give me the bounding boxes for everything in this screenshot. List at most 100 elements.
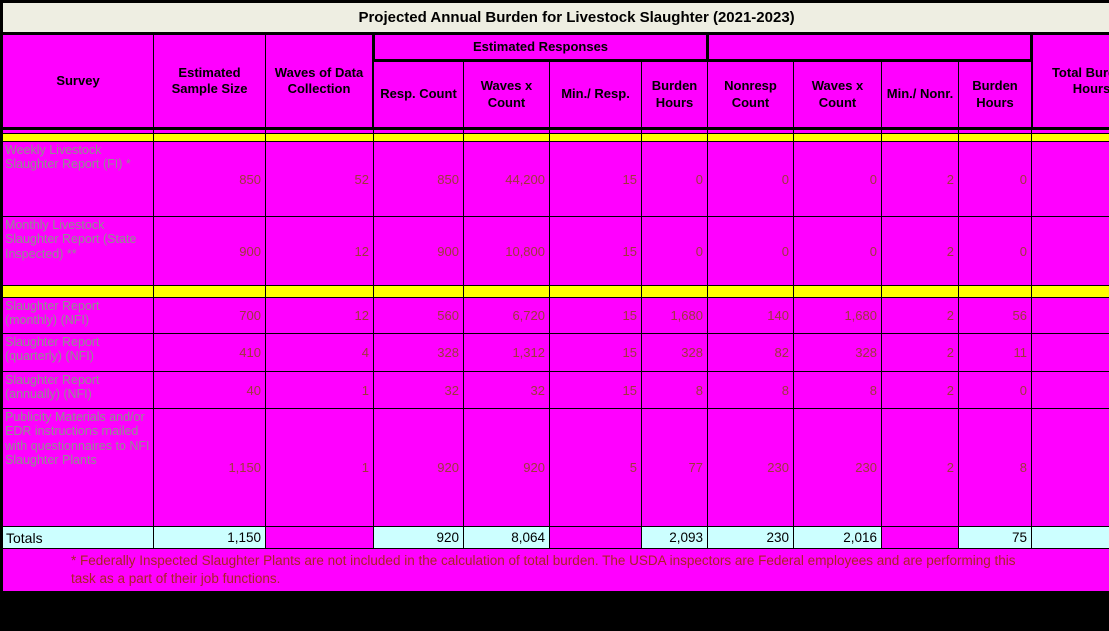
value-cell: 0 — [707, 216, 794, 286]
value-cell: 328 — [793, 333, 882, 372]
value-cell: 230 — [793, 408, 882, 527]
value-cell: 2 — [881, 371, 959, 409]
separator-cell — [958, 133, 1032, 142]
value-cell: 82 — [707, 333, 794, 372]
value-cell: 0 — [707, 141, 794, 217]
value-cell: 2 — [881, 333, 959, 372]
separator-cell — [707, 285, 794, 298]
col-header-burden-hours-nonresp: Burden Hours — [958, 60, 1032, 130]
footnote-text: * Federally Inspected Slaughter Plants a… — [0, 547, 1109, 594]
value-cell: 0 — [1030, 141, 1109, 217]
table-row: Slaughter Report (monthly) (NFI) 700 12 … — [1, 297, 1109, 334]
value-cell: 11 — [958, 333, 1032, 372]
separator-cell — [1030, 285, 1109, 298]
totals-cell: 75 — [958, 526, 1032, 549]
separator-row — [1, 285, 1109, 298]
totals-cell: 230 — [707, 526, 794, 549]
value-cell: 40 — [153, 371, 266, 409]
separator-cell — [153, 285, 266, 298]
totals-cell: 2,016 — [793, 526, 882, 549]
col-header-resp-count: Resp. Count — [373, 60, 464, 130]
separator-cell — [1, 285, 154, 298]
col-header-nonresp-count: Nonresp Count — [707, 60, 794, 130]
value-cell: 8 — [793, 371, 882, 409]
value-cell: 15 — [549, 333, 642, 372]
separator-row — [1, 133, 1109, 142]
value-cell: 0 — [958, 371, 1032, 409]
value-cell: 4 — [265, 333, 374, 372]
title-row: Projected Annual Burden for Livestock Sl… — [0, 1, 1109, 35]
col-header-waves-x-count-nonresp: Waves x Count — [793, 60, 882, 130]
col-header-sample-size: Estimated Sample Size — [153, 33, 266, 130]
burden-table: Projected Annual Burden for Livestock Sl… — [0, 0, 1109, 595]
value-cell: 15 — [549, 141, 642, 217]
value-cell: 328 — [373, 333, 464, 372]
table-title: Projected Annual Burden for Livestock Sl… — [0, 1, 1109, 35]
col-header-total-burden: Total Burden Hours — [1030, 33, 1109, 130]
totals-row: Totals 1,150 920 8,064 2,093 230 2,016 7… — [1, 526, 1109, 549]
value-cell: 410 — [153, 333, 266, 372]
value-cell: 15 — [549, 371, 642, 409]
totals-cell-blank — [549, 526, 642, 549]
separator-cell — [881, 133, 959, 142]
value-cell: 0 — [1030, 216, 1109, 286]
separator-cell — [549, 133, 642, 142]
totals-cell: 8,064 — [463, 526, 550, 549]
value-cell: 8 — [641, 371, 708, 409]
value-cell: 85 — [1030, 408, 1109, 527]
value-cell: 15 — [549, 297, 642, 334]
separator-cell — [1, 133, 154, 142]
separator-cell — [707, 133, 794, 142]
value-cell: 32 — [373, 371, 464, 409]
totals-cell-blank — [265, 526, 374, 549]
value-cell: 560 — [373, 297, 464, 334]
value-cell: 8 — [707, 371, 794, 409]
separator-cell — [958, 285, 1032, 298]
col-header-survey: Survey — [1, 33, 154, 130]
totals-cell: 2,093 — [641, 526, 708, 549]
table-row: Weekly Livestock Slaughter Report (FI) *… — [1, 141, 1109, 217]
row-label: Publicity Materials and/or EDR instructi… — [1, 408, 154, 527]
header-group-row: Survey Estimated Sample Size Waves of Da… — [1, 32, 1109, 130]
value-cell: 6,720 — [463, 297, 550, 334]
value-cell: 1,312 — [463, 333, 550, 372]
separator-cell — [463, 133, 550, 142]
value-cell: 0 — [793, 141, 882, 217]
header-sub-row: Resp. Count Waves x Count Min./ Resp. Bu… — [2, 60, 1109, 130]
value-cell: 900 — [373, 216, 464, 286]
value-cell: 1,150 — [153, 408, 266, 527]
totals-label: Totals — [1, 526, 154, 549]
separator-cell — [793, 133, 882, 142]
value-cell: 700 — [153, 297, 266, 334]
value-cell: 920 — [463, 408, 550, 527]
value-cell: 2 — [881, 141, 959, 217]
separator-cell — [881, 285, 959, 298]
value-cell: 12 — [265, 216, 374, 286]
value-cell: 5 — [549, 408, 642, 527]
table-row: Publicity Materials and/or EDR instructi… — [1, 408, 1109, 527]
value-cell: 2 — [881, 216, 959, 286]
row-label: Slaughter Report (annually) (NFI) — [1, 371, 154, 409]
value-cell: 1,736 — [1030, 297, 1109, 334]
totals-cell: 1,150 — [153, 526, 266, 549]
value-cell: 900 — [153, 216, 266, 286]
group-header-estimated-nonresponses — [706, 32, 1033, 62]
value-cell: 850 — [153, 141, 266, 217]
value-cell: 1 — [265, 408, 374, 527]
col-header-waves: Waves of Data Collection — [265, 33, 374, 130]
value-cell: 1,680 — [641, 297, 708, 334]
separator-cell — [373, 133, 464, 142]
value-cell: 0 — [641, 216, 708, 286]
footnote-row: * Federally Inspected Slaughter Plants a… — [0, 547, 1109, 594]
totals-cell-blank — [881, 526, 959, 549]
totals-cell: 920 — [373, 526, 464, 549]
value-cell: 12 — [265, 297, 374, 334]
row-label: Slaughter Report (monthly) (NFI) — [1, 297, 154, 334]
value-cell: 77 — [641, 408, 708, 527]
separator-cell — [373, 285, 464, 298]
value-cell: 850 — [373, 141, 464, 217]
separator-cell — [641, 133, 708, 142]
separator-cell — [793, 285, 882, 298]
col-header-min-per-resp: Min./ Resp. — [549, 60, 642, 130]
value-cell: 10,800 — [463, 216, 550, 286]
